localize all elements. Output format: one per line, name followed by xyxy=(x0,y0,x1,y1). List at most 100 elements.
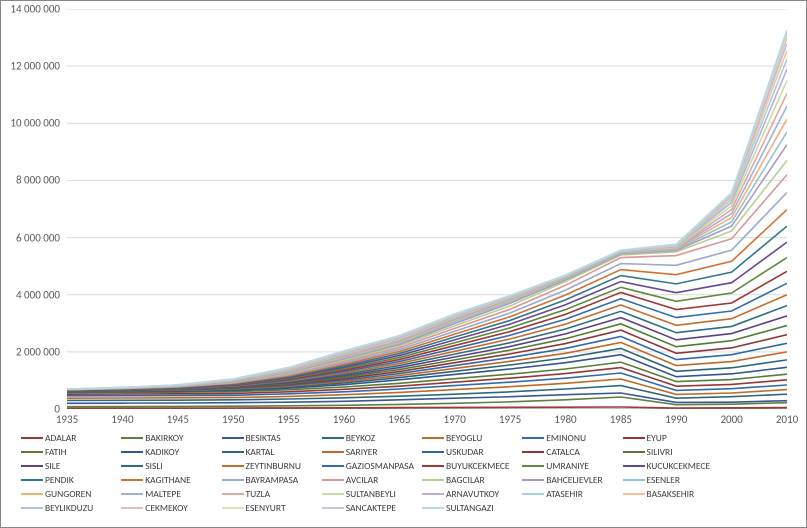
x-axis-label: 1955 xyxy=(277,413,299,426)
legend-item: SILIVRI xyxy=(623,445,719,459)
line-chart-svg xyxy=(67,9,787,409)
legend-item: SARIYER xyxy=(322,445,418,459)
legend-label: CATALCA xyxy=(546,445,580,459)
legend-swatch xyxy=(322,507,344,509)
legend-item: UMRANIYE xyxy=(522,459,618,473)
legend-swatch xyxy=(422,465,444,467)
legend-swatch xyxy=(222,465,244,467)
legend: ADALAR BAKIRKOY BESIKTAS BEYKOZ BEYOGLU EMINO… xyxy=(21,431,791,515)
legend-item: SULTANGAZI xyxy=(422,501,518,515)
legend-swatch xyxy=(322,451,344,453)
legend-item: GUNGOREN xyxy=(21,487,117,501)
legend-label: SISLI xyxy=(145,459,163,473)
legend-swatch xyxy=(623,437,645,439)
legend-label: BEYOGLU xyxy=(446,431,482,445)
legend-swatch xyxy=(422,507,444,509)
legend-label: EMINONU xyxy=(546,431,586,445)
legend-item: BESIKTAS xyxy=(222,431,318,445)
x-axis-label: 1940 xyxy=(111,413,133,426)
legend-item: BEYOGLU xyxy=(422,431,518,445)
legend-label: BEYLIKDUZU xyxy=(45,501,93,515)
legend-item: BAHCELIEVLER xyxy=(522,473,618,487)
legend-label: TUZLA xyxy=(246,487,271,501)
legend-swatch xyxy=(322,479,344,481)
legend-item: SILE xyxy=(21,459,117,473)
legend-label: BUYUKCEKMECE xyxy=(446,459,510,473)
legend-item: BUYUKCEKMECE xyxy=(422,459,518,473)
legend-label: EYUP xyxy=(647,431,667,445)
x-axis-label: 2000 xyxy=(720,413,742,426)
legend-item: ESENLER xyxy=(623,473,719,487)
legend-item: SANCAKTEPE xyxy=(322,501,418,515)
legend-label: GUNGOREN xyxy=(45,487,91,501)
x-axis-label: 1975 xyxy=(499,413,521,426)
legend-label: SILIVRI xyxy=(647,445,673,459)
legend-item: BAKIRKOY xyxy=(121,431,217,445)
legend-swatch xyxy=(222,493,244,495)
legend-swatch xyxy=(623,465,645,467)
legend-item: SULTANBEYLI xyxy=(322,487,418,501)
legend-swatch xyxy=(21,437,43,439)
legend-label: GAZIOSMANPASA xyxy=(346,459,414,473)
legend-item: BEYKOZ xyxy=(322,431,418,445)
legend-item: TUZLA xyxy=(222,487,318,501)
legend-item: ADALAR xyxy=(21,431,117,445)
legend-label: ESENLER xyxy=(647,473,680,487)
legend-label: BEYKOZ xyxy=(346,431,375,445)
legend-swatch xyxy=(422,479,444,481)
legend-swatch xyxy=(422,451,444,453)
legend-swatch xyxy=(121,493,143,495)
legend-item: KUCUKCEKMECE xyxy=(623,459,719,473)
legend-swatch xyxy=(121,451,143,453)
legend-label: FATIH xyxy=(45,445,67,459)
x-axis-label: 1990 xyxy=(665,413,687,426)
legend-label: SULTANGAZI xyxy=(446,501,494,515)
x-axis-label: 1960 xyxy=(333,413,355,426)
legend-label: SARIYER xyxy=(346,445,378,459)
legend-swatch xyxy=(522,479,544,481)
legend-label: MALTEPE xyxy=(145,487,181,501)
legend-label: BAGCILAR xyxy=(446,473,485,487)
plot-area xyxy=(67,9,787,409)
legend-item: ZEYTINBURNU xyxy=(222,459,318,473)
legend-item: EYUP xyxy=(623,431,719,445)
legend-swatch xyxy=(121,437,143,439)
legend-label: UMRANIYE xyxy=(546,459,589,473)
legend-label: ESENYURT xyxy=(246,501,286,515)
legend-item: MALTEPE xyxy=(121,487,217,501)
legend-swatch xyxy=(422,493,444,495)
legend-item: ARNAVUTKOY xyxy=(422,487,518,501)
legend-label: ZEYTINBURNU xyxy=(246,459,302,473)
y-axis-label: 2 000 000 xyxy=(0,345,60,358)
legend-item: PENDIK xyxy=(21,473,117,487)
y-axis-label: 0 xyxy=(0,403,60,416)
legend-swatch xyxy=(522,451,544,453)
legend-item: FATIH xyxy=(21,445,117,459)
legend-label: KARTAL xyxy=(246,445,275,459)
legend-label: CEKMEKOY xyxy=(145,501,188,515)
y-axis-label: 10 000 000 xyxy=(0,117,60,130)
legend-swatch xyxy=(422,437,444,439)
y-axis-label: 8 000 000 xyxy=(0,174,60,187)
legend-label: BAKIRKOY xyxy=(145,431,183,445)
legend-swatch xyxy=(21,479,43,481)
y-axis-label: 12 000 000 xyxy=(0,60,60,73)
x-axis-label: 1985 xyxy=(610,413,632,426)
legend-label: USKUDAR xyxy=(446,445,484,459)
legend-swatch xyxy=(522,493,544,495)
legend-label: BASAKSEHIR xyxy=(647,487,695,501)
legend-item: KARTAL xyxy=(222,445,318,459)
legend-swatch xyxy=(322,493,344,495)
legend-swatch xyxy=(222,507,244,509)
legend-label: PENDIK xyxy=(45,473,74,487)
legend-label: SULTANBEYLI xyxy=(346,487,396,501)
legend-swatch xyxy=(121,507,143,509)
y-axis-label: 6 000 000 xyxy=(0,231,60,244)
legend-item: CATALCA xyxy=(522,445,618,459)
legend-label: BESIKTAS xyxy=(246,431,281,445)
legend-item: SISLI xyxy=(121,459,217,473)
legend-label: BAHCELIEVLER xyxy=(546,473,602,487)
legend-item: AVCILAR xyxy=(322,473,418,487)
legend-label: ARNAVUTKOY xyxy=(446,487,499,501)
legend-item: GAZIOSMANPASA xyxy=(322,459,418,473)
